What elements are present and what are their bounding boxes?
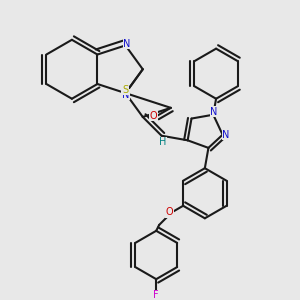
- Text: N: N: [223, 130, 230, 140]
- Text: N: N: [122, 90, 129, 100]
- Text: S: S: [122, 85, 128, 94]
- Text: O: O: [166, 207, 173, 218]
- Text: O: O: [149, 111, 157, 121]
- Text: F: F: [153, 290, 159, 300]
- Text: N: N: [211, 107, 218, 117]
- Text: N: N: [123, 39, 130, 49]
- Text: H: H: [159, 137, 167, 147]
